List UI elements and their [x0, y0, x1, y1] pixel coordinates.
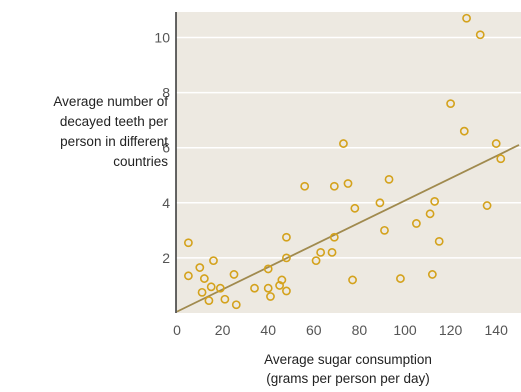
data-point-31 — [350, 203, 360, 213]
data-point-32 — [375, 198, 385, 208]
data-point-27 — [329, 181, 339, 191]
data-point-5 — [199, 274, 209, 283]
data-point-13 — [250, 283, 259, 293]
trend-line — [176, 144, 520, 313]
data-point-16 — [266, 292, 275, 301]
data-points — [183, 13, 506, 310]
data-point-6 — [204, 296, 214, 306]
data-point-34 — [384, 174, 394, 184]
data-point-15 — [263, 283, 273, 293]
data-point-38 — [427, 270, 437, 279]
data-point-41 — [446, 99, 455, 109]
data-point-29 — [343, 179, 353, 188]
data-point-7 — [206, 282, 216, 292]
gridlines — [176, 36, 521, 259]
y-axis-label: Average number of decayed teeth per pers… — [0, 92, 168, 172]
x-axis-label-line-1: Average sugar consumption — [264, 352, 432, 367]
x-tick-label-40: 40 — [260, 322, 276, 338]
x-axis-label-line-2: (grams per person per day) — [266, 371, 430, 386]
data-point-43 — [462, 13, 471, 23]
y-tick-label-2: 2 — [162, 250, 170, 266]
y-axis-label-line-2: decayed teeth per — [59, 114, 168, 129]
y-axis-label-line-3: person in different — [60, 134, 168, 149]
data-point-11 — [229, 270, 239, 279]
data-point-33 — [380, 225, 389, 235]
y-tick-label-10: 10 — [154, 30, 170, 46]
data-point-21 — [282, 286, 291, 296]
y-axis-label-line-4: countries — [113, 154, 168, 169]
data-point-3 — [195, 263, 205, 272]
data-point-46 — [491, 139, 501, 148]
x-tick-label-140: 140 — [485, 322, 509, 338]
data-point-23 — [311, 256, 321, 266]
data-point-14 — [263, 264, 273, 274]
x-tick-label-120: 120 — [439, 322, 463, 338]
data-point-2 — [183, 271, 193, 281]
data-point-9 — [215, 283, 225, 293]
data-point-47 — [496, 154, 506, 164]
data-point-8 — [209, 256, 218, 266]
x-tick-labels: 0 20 40 60 80 100 120 140 — [173, 322, 508, 338]
data-point-18 — [277, 275, 287, 285]
data-point-19 — [282, 253, 291, 263]
plot-panel — [176, 12, 521, 313]
x-tick-label-0: 0 — [173, 322, 181, 338]
data-point-25 — [327, 247, 337, 257]
data-point-24 — [316, 247, 326, 257]
data-point-12 — [231, 300, 241, 310]
x-tick-label-20: 20 — [215, 322, 231, 338]
y-tick-label-4: 4 — [162, 195, 170, 211]
data-point-42 — [459, 126, 469, 136]
y-tick-labels: 2 4 6 8 10 — [154, 30, 170, 266]
data-point-35 — [396, 274, 405, 283]
data-point-1 — [183, 238, 193, 248]
y-axis-label-line-1: Average number of — [53, 94, 168, 109]
data-point-4 — [197, 287, 207, 297]
data-point-28 — [339, 139, 348, 148]
data-point-22 — [300, 181, 310, 191]
data-point-39 — [430, 197, 440, 206]
data-point-37 — [425, 209, 435, 219]
data-point-36 — [411, 219, 421, 228]
data-point-45 — [482, 201, 492, 210]
x-tick-label-60: 60 — [306, 322, 322, 338]
data-point-30 — [348, 275, 357, 285]
data-point-20 — [282, 232, 291, 242]
data-point-40 — [434, 236, 444, 246]
x-axis-label: Average sugar consumption (grams per per… — [176, 350, 520, 388]
data-point-44 — [475, 30, 485, 40]
x-tick-label-100: 100 — [393, 322, 417, 338]
y-tick-label-8: 8 — [162, 85, 170, 101]
data-point-10 — [220, 294, 230, 304]
x-tick-label-80: 80 — [352, 322, 368, 338]
data-point-26 — [329, 232, 339, 242]
y-tick-label-6: 6 — [162, 140, 170, 156]
